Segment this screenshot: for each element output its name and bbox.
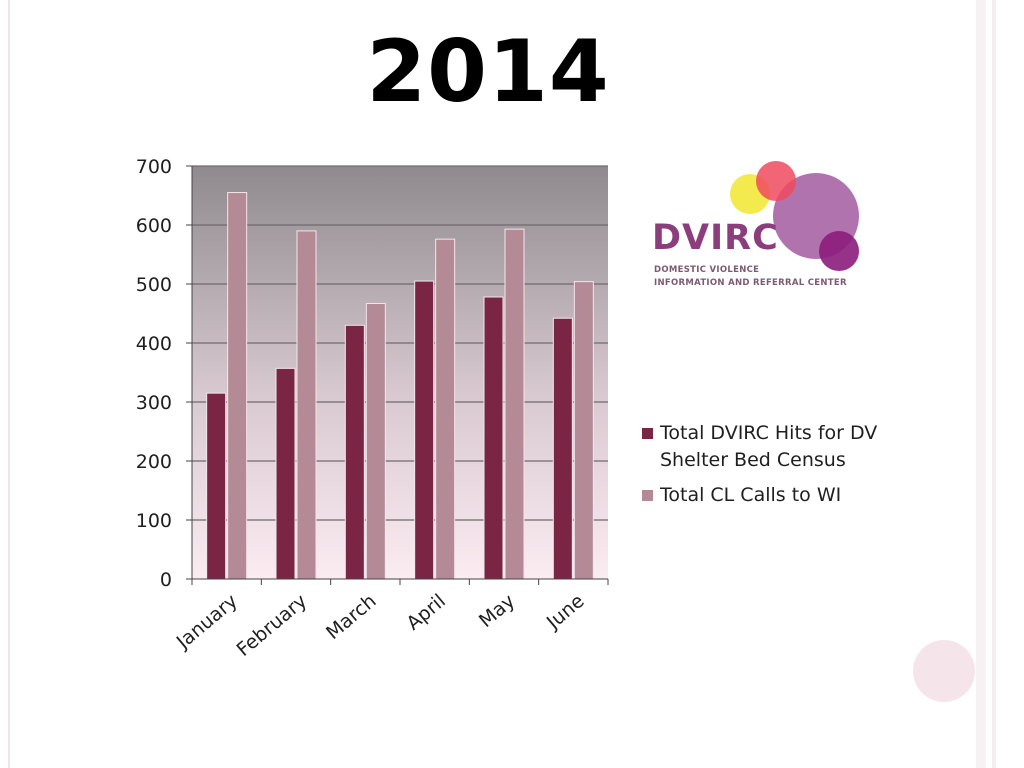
chart-legend: Total DVIRC Hits for DV Shelter Bed Cens… xyxy=(642,420,942,517)
legend-swatch-series-2 xyxy=(642,490,653,501)
y-tick-label: 200 xyxy=(136,451,172,473)
x-tick-label: February xyxy=(233,590,312,661)
plot-area xyxy=(192,166,608,579)
x-tick-label: January xyxy=(172,590,242,654)
legend-item-series-2: Total CL Calls to WI xyxy=(642,482,942,509)
logo-subtitle-line2: INFORMATION AND REFERRAL CENTER xyxy=(654,278,847,288)
bar-dvirc-hits-april xyxy=(414,280,435,580)
y-tick-label: 500 xyxy=(136,274,172,296)
legend-item-series-1: Total DVIRC Hits for DV Shelter Bed Cens… xyxy=(642,420,942,474)
logo-circles-graphic xyxy=(730,161,859,271)
dvirc-logo: DVIRC DOMESTIC VIOLENCE INFORMATION AND … xyxy=(650,160,870,295)
legend-swatch-series-1 xyxy=(642,428,653,439)
bar-cl-calls-may xyxy=(504,228,525,580)
decorative-circle xyxy=(913,640,975,702)
bar-cl-calls-march xyxy=(365,302,386,580)
bar-cl-calls-april xyxy=(435,238,456,580)
bar-cl-calls-june xyxy=(573,281,594,580)
y-tick-label: 0 xyxy=(160,569,172,591)
bar-dvirc-hits-january xyxy=(206,392,227,580)
y-tick-label: 700 xyxy=(136,156,172,178)
logo-wordmark: DVIRC xyxy=(652,218,779,258)
y-tick-label: 300 xyxy=(136,392,172,414)
bar-dvirc-hits-may xyxy=(483,296,504,580)
slide-border-left xyxy=(8,0,10,768)
x-tick-label: April xyxy=(402,590,449,635)
x-tick-label: June xyxy=(542,590,589,634)
bar-cl-calls-january xyxy=(227,192,248,580)
axes xyxy=(186,165,609,585)
y-tick-labels: 0 100 200 300 400 500 600 700 xyxy=(136,156,172,591)
legend-label-series-2: Total CL Calls to WI xyxy=(660,484,842,506)
y-tick-label: 600 xyxy=(136,215,172,237)
bar-dvirc-hits-february xyxy=(275,367,296,580)
logo-circle-red xyxy=(756,161,796,201)
bar-cl-calls-february xyxy=(296,230,317,580)
y-tick-label: 100 xyxy=(136,510,172,532)
slide-border-right xyxy=(976,0,1024,768)
gridlines xyxy=(192,165,608,521)
logo-circle-magenta xyxy=(819,231,859,271)
x-tick-label: March xyxy=(322,590,381,644)
logo-subtitle-line1: DOMESTIC VIOLENCE xyxy=(654,265,760,275)
bar-dvirc-hits-march xyxy=(344,324,365,580)
x-tick-label: May xyxy=(475,590,519,632)
legend-label-series-1: Total DVIRC Hits for DV Shelter Bed Cens… xyxy=(660,422,878,471)
bar-dvirc-hits-june xyxy=(552,317,573,580)
y-tick-label: 400 xyxy=(136,333,172,355)
bars xyxy=(206,192,594,580)
slide-title: 2014 xyxy=(366,22,610,122)
